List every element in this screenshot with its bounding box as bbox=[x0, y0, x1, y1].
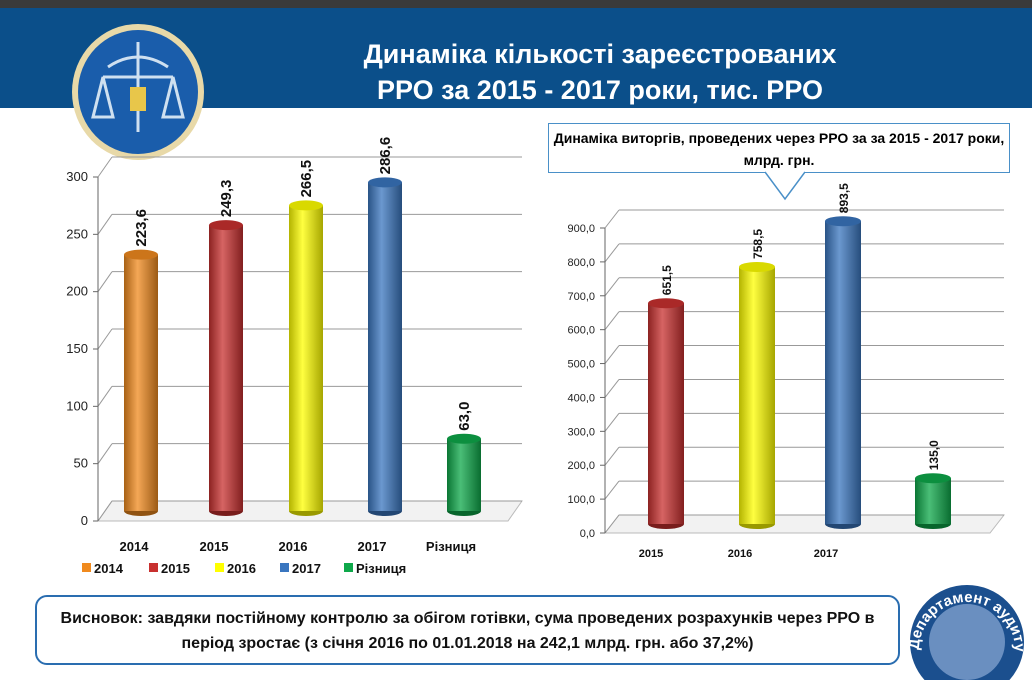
legend-swatch bbox=[344, 563, 353, 572]
data-label: 266,5 bbox=[298, 160, 315, 198]
gridline-side bbox=[97, 386, 113, 407]
legend-label: 2014 bbox=[94, 561, 124, 576]
gridline-side bbox=[604, 379, 620, 398]
gridline-side bbox=[604, 209, 620, 229]
bar-2015 bbox=[648, 303, 684, 524]
bar-top bbox=[915, 473, 951, 484]
y-tick-label: 200,0 bbox=[567, 460, 595, 472]
x-tick-label: 2015 bbox=[639, 548, 663, 560]
x-tick-label: 2017 bbox=[358, 539, 387, 554]
gridline-side bbox=[97, 443, 113, 464]
data-label: 758,5 bbox=[751, 229, 765, 259]
data-label: 135,0 bbox=[927, 440, 941, 470]
bar-2016 bbox=[739, 266, 775, 524]
gridline-side bbox=[604, 480, 620, 500]
page-title: Динаміка кількості зареєстрованих РРО за… bbox=[363, 39, 837, 105]
bar-top bbox=[368, 177, 402, 188]
y-tick-label: 150 bbox=[66, 341, 88, 356]
legend-swatch bbox=[149, 563, 158, 572]
y-tick-label: 500,0 bbox=[567, 359, 595, 371]
bar-top bbox=[739, 261, 775, 272]
x-tick-label: 2016 bbox=[279, 539, 308, 554]
bar-2015 bbox=[209, 225, 243, 512]
data-label: 249,3 bbox=[218, 180, 235, 218]
gridline-side bbox=[604, 413, 620, 432]
legend-swatch bbox=[280, 563, 289, 572]
gridline-side bbox=[604, 345, 620, 364]
legend-label: 2015 bbox=[161, 561, 190, 576]
y-tick-label: 250 bbox=[66, 226, 88, 241]
bar-Різниця bbox=[447, 438, 481, 511]
y-tick-label: 300 bbox=[66, 169, 88, 184]
bar-top bbox=[209, 220, 243, 231]
gridline-side bbox=[604, 243, 620, 263]
x-tick-label: 2017 bbox=[814, 548, 838, 560]
legend-label: Різниця bbox=[356, 561, 406, 576]
audit-department-stamp-icon: Департамент аудиту bbox=[906, 583, 1028, 680]
data-label: 286,6 bbox=[377, 137, 394, 175]
y-tick-label: 200 bbox=[66, 284, 88, 299]
gridline-side bbox=[604, 446, 620, 466]
x-tick-label: Різниця bbox=[426, 539, 476, 554]
legend-label: 2016 bbox=[227, 561, 256, 576]
y-tick-label: 100,0 bbox=[567, 494, 595, 506]
x-tick-label: 2015 bbox=[200, 539, 229, 554]
bar-2014 bbox=[124, 254, 158, 511]
data-label: 651,5 bbox=[660, 265, 674, 295]
gridline-side bbox=[604, 277, 620, 297]
gridline-side bbox=[97, 500, 113, 522]
conclusion-box: Висновок: завдяки постійному контролю за… bbox=[35, 595, 900, 665]
y-tick-label: 0,0 bbox=[580, 528, 595, 540]
legend-label: 2017 bbox=[292, 561, 321, 576]
gridline-side bbox=[97, 214, 113, 235]
y-tick-label: 800,0 bbox=[567, 257, 595, 269]
bar-2016 bbox=[289, 205, 323, 511]
gridline-side bbox=[97, 328, 113, 350]
legend-swatch bbox=[82, 563, 91, 572]
gridline-side bbox=[604, 514, 620, 534]
bar-top bbox=[289, 200, 323, 211]
data-label: 893,5 bbox=[837, 183, 851, 213]
chart-title-callout: Динаміка виторгів, проведених через РРО … bbox=[548, 123, 1010, 173]
y-tick-label: 600,0 bbox=[567, 325, 595, 337]
gridline-side bbox=[97, 156, 113, 178]
data-label: 63,0 bbox=[456, 402, 473, 431]
x-tick-label: 2016 bbox=[728, 548, 752, 560]
bar-top bbox=[447, 433, 481, 444]
chart-revenue: 0,0 100,0 200,0 300,0 400,0 500,0 600,0 700,0 80… bbox=[567, 183, 1006, 560]
bar-top bbox=[825, 216, 861, 227]
bar-2017 bbox=[368, 182, 402, 511]
gridline-side bbox=[604, 311, 620, 330]
y-tick-label: 300,0 bbox=[567, 426, 595, 438]
top-bar bbox=[0, 0, 1032, 8]
bar-diff bbox=[915, 478, 951, 524]
x-tick-label: 2014 bbox=[120, 539, 150, 554]
gridline-side bbox=[97, 271, 113, 292]
tax-service-emblem-icon bbox=[72, 24, 204, 160]
bar-2017 bbox=[825, 221, 861, 525]
y-tick-label: 400,0 bbox=[567, 392, 595, 404]
y-tick-label: 900,0 bbox=[567, 223, 595, 235]
y-tick-label: 50 bbox=[74, 456, 88, 471]
chart-registered-rro: 0 50 100 150 200 250 300 223,6 2014 249,3 2015 266,… bbox=[66, 137, 523, 576]
legend-swatch bbox=[215, 563, 224, 572]
callout-pointer bbox=[765, 171, 805, 201]
bar-top bbox=[648, 298, 684, 309]
data-label: 223,6 bbox=[133, 209, 150, 247]
bar-top bbox=[124, 249, 158, 260]
y-tick-label: 100 bbox=[66, 398, 88, 413]
y-tick-label: 700,0 bbox=[567, 291, 595, 303]
y-tick-label: 0 bbox=[81, 513, 88, 528]
